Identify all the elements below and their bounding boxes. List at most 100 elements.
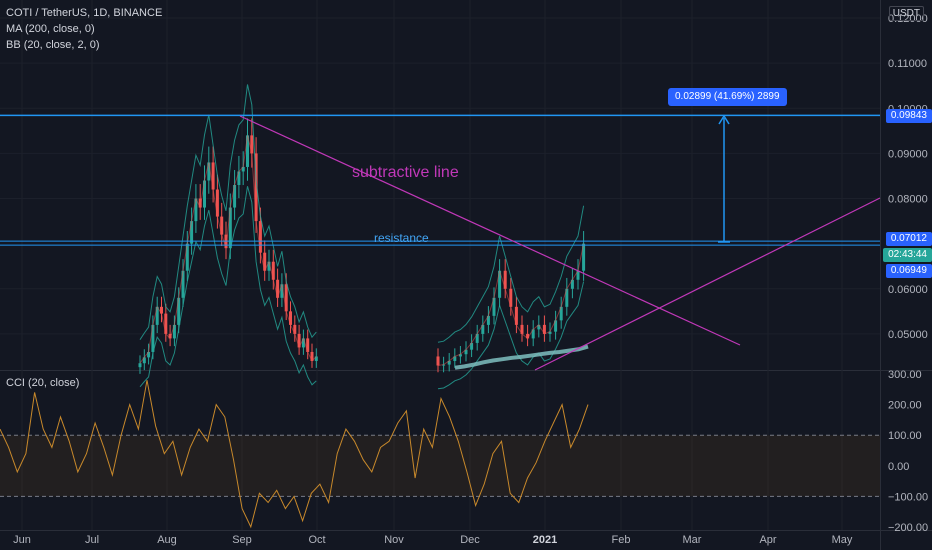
- candle-body: [514, 306, 518, 325]
- cci-indicator-label[interactable]: CCI (20, close): [6, 377, 80, 389]
- candle-body: [233, 185, 237, 208]
- candle-body: [194, 198, 198, 222]
- candle-body: [297, 333, 301, 348]
- candle-body: [172, 324, 176, 339]
- candle-body: [486, 315, 490, 325]
- candle-body: [263, 252, 267, 271]
- candle-body: [492, 297, 496, 316]
- y-tick-label: 0.12000: [888, 13, 928, 25]
- subtractive-trendline: [239, 115, 741, 346]
- bb-upper: [139, 84, 317, 340]
- x-tick-label: Jun: [13, 534, 31, 546]
- candle-body: [177, 297, 181, 325]
- ascending-trendline: [534, 197, 881, 371]
- candle-body: [215, 189, 219, 217]
- symbol-title[interactable]: COTI / TetherUS, 1D, BINANCE: [6, 7, 163, 19]
- cci-band-fill: [0, 435, 880, 497]
- candle-body: [228, 207, 232, 249]
- cci-tick-label: 300.00: [888, 369, 922, 381]
- x-tick-label: Mar: [683, 534, 702, 546]
- candle-body: [509, 288, 513, 307]
- candle-body: [155, 306, 159, 325]
- x-tick-label: Sep: [232, 534, 252, 546]
- candle-body: [559, 306, 563, 321]
- price-label-current: 0.07012: [885, 232, 932, 246]
- currency-button[interactable]: USDT: [888, 6, 924, 21]
- bb-indicator-label[interactable]: BB (20, close, 2, 0): [6, 39, 100, 51]
- candle-body: [254, 153, 258, 222]
- candle-body: [531, 329, 535, 339]
- candle-body: [582, 243, 586, 271]
- candle-body: [168, 333, 172, 339]
- cci-tick-label: 0.00: [888, 461, 909, 473]
- candle-body: [198, 198, 202, 208]
- candle-body: [160, 306, 163, 314]
- candle-body: [503, 270, 507, 289]
- candle-body: [314, 356, 318, 361]
- bb-lower: [437, 281, 585, 390]
- x-tick-label: Oct: [308, 534, 325, 546]
- candle-body: [475, 333, 479, 343]
- x-tick-label: Aug: [157, 534, 177, 546]
- x-tick-label: Nov: [384, 534, 404, 546]
- x-tick-label: Dec: [460, 534, 480, 546]
- candle-body: [151, 324, 155, 352]
- measure-arrow-head: [718, 114, 730, 125]
- y-tick-label: 0.08000: [888, 194, 928, 206]
- y-tick-label: 0.09000: [888, 148, 928, 160]
- candle-body: [436, 356, 440, 366]
- candle-body: [554, 320, 558, 332]
- x-tick-label: Jul: [85, 534, 99, 546]
- candle-body: [293, 324, 297, 334]
- candle-body: [289, 311, 292, 325]
- y-tick-label: 0.11000: [888, 58, 927, 70]
- price-label-98843: 0.09843: [885, 109, 932, 123]
- candle-body: [301, 338, 305, 348]
- candle-body: [142, 357, 146, 364]
- x-tick-label: 2021: [533, 534, 557, 546]
- candle-body: [458, 354, 462, 357]
- candle-body: [250, 135, 254, 154]
- bb-basis: [437, 243, 585, 366]
- candle-body: [520, 324, 524, 334]
- candle-body: [258, 221, 262, 253]
- candle-body: [470, 342, 474, 350]
- cci-pane: [0, 371, 880, 530]
- resistance-label[interactable]: resistance: [374, 231, 429, 245]
- candle-body: [284, 284, 288, 312]
- candle-body: [220, 216, 224, 235]
- subtractive-line-label[interactable]: subtractive line: [352, 164, 459, 181]
- candle-body: [310, 351, 314, 361]
- candle-body: [203, 180, 206, 208]
- measure-tooltip: 0.02899 (41.69%) 2899: [668, 88, 787, 106]
- candle-body: [246, 135, 249, 167]
- candle-body: [548, 331, 552, 334]
- candle-body: [267, 261, 271, 271]
- candle-body: [537, 324, 541, 330]
- ma200-line: [454, 344, 589, 370]
- y-tick-label: 0.06000: [888, 284, 928, 296]
- candle-body: [190, 221, 194, 244]
- candle-body: [241, 166, 245, 172]
- candle-body: [542, 324, 546, 334]
- candle-body: [481, 324, 485, 334]
- candle-body: [237, 171, 241, 185]
- candle-body: [271, 261, 275, 280]
- price-label-6949: 0.06949: [885, 264, 932, 278]
- bb-basis: [139, 135, 317, 364]
- candle-body: [526, 333, 530, 339]
- ma-indicator-label[interactable]: MA (200, close, 0): [6, 23, 95, 35]
- candle-body: [570, 279, 574, 289]
- candle-body: [447, 360, 451, 365]
- candle-body: [464, 349, 468, 355]
- candle-body: [576, 270, 580, 280]
- countdown-label: 02:43:44: [883, 248, 932, 262]
- cci-line: [0, 380, 589, 529]
- candle-body: [498, 270, 502, 298]
- cci-tick-label: 100.00: [888, 430, 922, 442]
- candle-body: [207, 162, 211, 181]
- candle-body: [565, 288, 569, 307]
- candle-body: [147, 351, 151, 358]
